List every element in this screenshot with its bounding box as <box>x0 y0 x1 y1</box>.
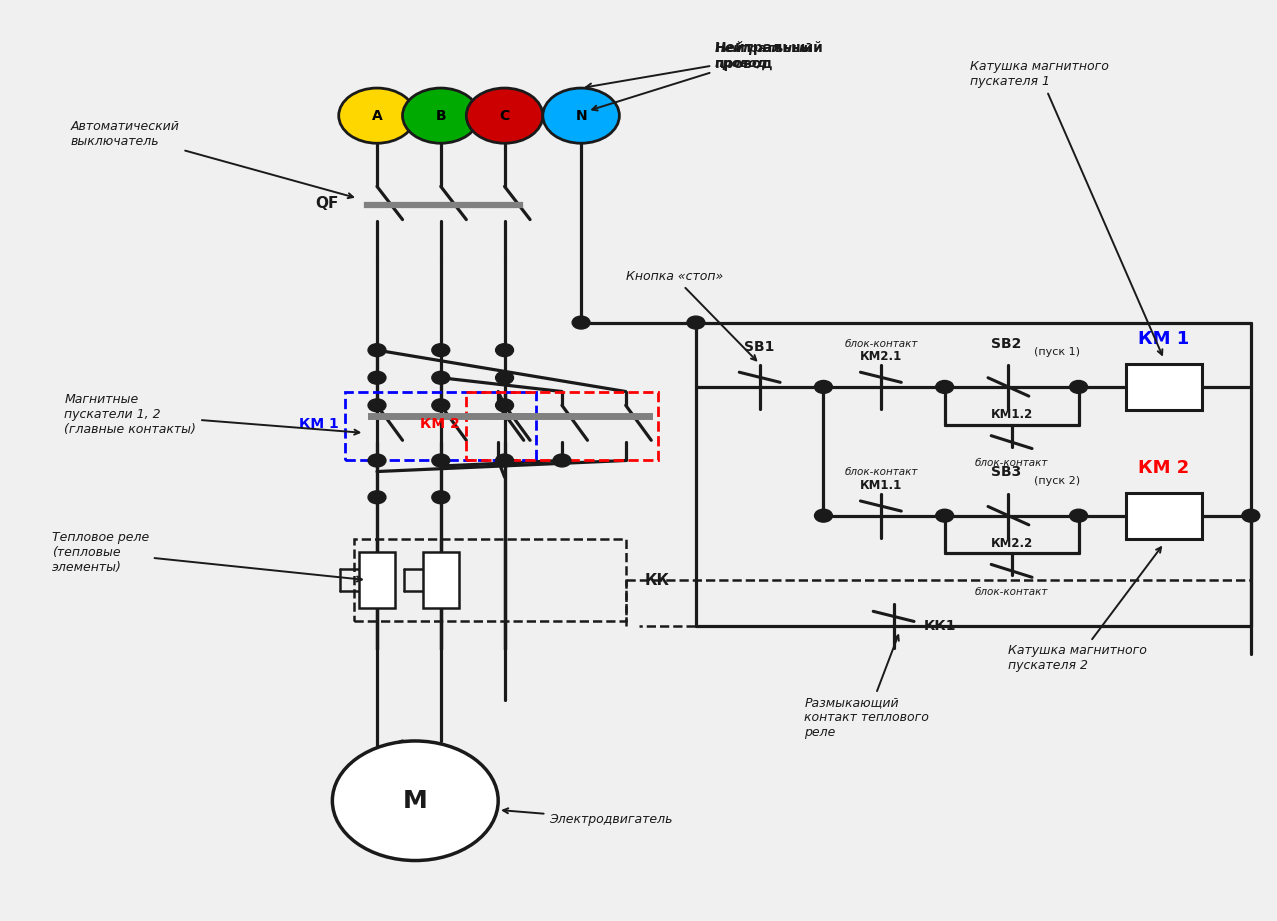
Bar <box>1126 364 1203 410</box>
Circle shape <box>432 454 450 467</box>
Circle shape <box>368 491 386 504</box>
Text: Нейтральный
провод: Нейтральный провод <box>593 41 813 111</box>
Circle shape <box>936 509 954 522</box>
Bar <box>345 391 536 460</box>
Text: Размыкающий
контакт теплового
реле: Размыкающий контакт теплового реле <box>805 635 930 740</box>
Text: КМ 1: КМ 1 <box>1138 330 1190 348</box>
Text: КМ 2: КМ 2 <box>420 416 460 431</box>
Circle shape <box>1241 509 1259 522</box>
Circle shape <box>495 344 513 356</box>
Circle shape <box>495 371 513 384</box>
Circle shape <box>1070 509 1088 522</box>
Text: Автоматический
выключатель: Автоматический выключатель <box>70 120 354 198</box>
Text: КК: КК <box>645 573 670 588</box>
Text: блок-контакт: блок-контакт <box>844 468 918 477</box>
Text: N: N <box>575 109 587 122</box>
Text: КК1: КК1 <box>925 619 956 633</box>
Circle shape <box>432 491 450 504</box>
Circle shape <box>543 88 619 144</box>
Circle shape <box>495 454 513 467</box>
Bar <box>1126 493 1203 539</box>
Circle shape <box>432 399 450 412</box>
Circle shape <box>368 344 386 356</box>
Text: Электродвигатель: Электродвигатель <box>503 809 673 825</box>
Text: КМ2.2: КМ2.2 <box>991 537 1033 550</box>
Circle shape <box>1070 380 1088 393</box>
Bar <box>466 391 658 460</box>
Text: М: М <box>402 788 428 812</box>
Text: блок-контакт: блок-контакт <box>844 339 918 349</box>
Text: QF: QF <box>315 195 338 211</box>
Circle shape <box>332 741 498 860</box>
Text: SB3: SB3 <box>991 465 1022 480</box>
Text: (пуск 2): (пуск 2) <box>1034 476 1080 485</box>
Circle shape <box>553 454 571 467</box>
Bar <box>423 553 458 608</box>
Circle shape <box>432 371 450 384</box>
Text: КМ1.2: КМ1.2 <box>991 408 1033 421</box>
Text: C: C <box>499 109 510 122</box>
Bar <box>359 553 395 608</box>
Circle shape <box>495 399 513 412</box>
Text: блок-контакт: блок-контакт <box>974 587 1048 597</box>
Text: SB1: SB1 <box>744 341 775 355</box>
Circle shape <box>338 88 415 144</box>
Circle shape <box>368 399 386 412</box>
Circle shape <box>572 316 590 329</box>
Text: КМ 1: КМ 1 <box>299 416 338 431</box>
Circle shape <box>936 380 954 393</box>
Text: блок-контакт: блок-контакт <box>974 459 1048 468</box>
Circle shape <box>815 380 833 393</box>
Text: Кнопка «стоп»: Кнопка «стоп» <box>626 270 756 360</box>
Text: КМ1.1: КМ1.1 <box>859 479 902 492</box>
Text: КМ2.1: КМ2.1 <box>859 350 902 363</box>
Circle shape <box>368 454 386 467</box>
Circle shape <box>402 88 479 144</box>
Text: Катушка магнитного
пускателя 1: Катушка магнитного пускателя 1 <box>971 60 1162 355</box>
Circle shape <box>432 344 450 356</box>
Text: Катушка магнитного
пускателя 2: Катушка магнитного пускателя 2 <box>1009 547 1161 672</box>
Text: B: B <box>435 109 446 122</box>
Text: Тепловое реле
(тепловые
элементы): Тепловое реле (тепловые элементы) <box>52 531 361 581</box>
Bar <box>354 539 626 622</box>
Text: SB2: SB2 <box>991 337 1022 351</box>
Text: КМ 2: КМ 2 <box>1138 459 1190 477</box>
Text: Нейтральный
провод: Нейтральный провод <box>586 41 824 89</box>
Circle shape <box>687 316 705 329</box>
Text: (пуск 1): (пуск 1) <box>1034 347 1080 357</box>
Circle shape <box>368 371 386 384</box>
Text: Магнитные
пускатели 1, 2
(главные контакты): Магнитные пускатели 1, 2 (главные контак… <box>64 393 359 436</box>
Circle shape <box>466 88 543 144</box>
Text: A: A <box>372 109 382 122</box>
Circle shape <box>815 509 833 522</box>
